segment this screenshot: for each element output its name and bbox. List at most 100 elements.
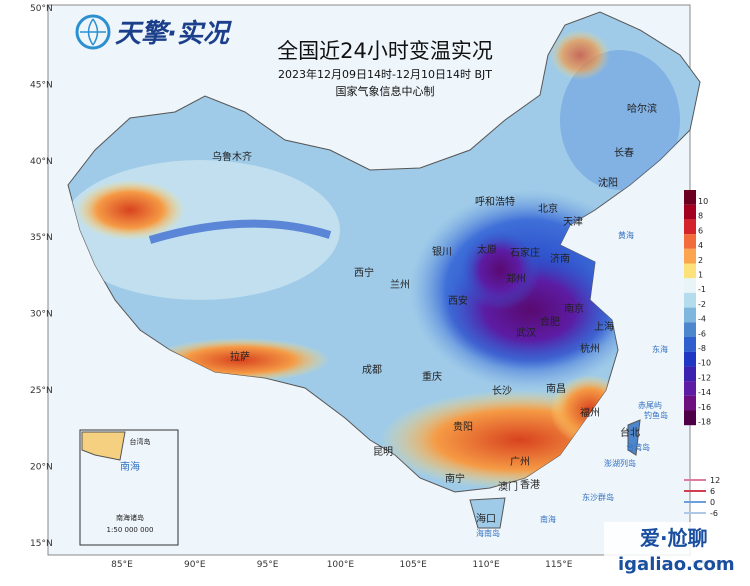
legend-swatch [684, 307, 696, 323]
inset-label: 南海 [120, 460, 140, 473]
inset-land [81, 431, 126, 461]
legend-label: -18 [698, 418, 711, 427]
place-label: 长春 [614, 147, 634, 159]
place-label: 昆明 [373, 446, 393, 458]
place-label: 赤尾屿 [638, 401, 662, 410]
watermark-brand: 爱·尬聊 [640, 526, 708, 550]
watermark-bg [604, 522, 750, 582]
place-label: 呼和浩特 [475, 196, 515, 208]
inset-label: 南海诸岛 [116, 513, 144, 522]
legend-swatch [684, 381, 696, 396]
place-label: 哈尔滨 [627, 102, 657, 115]
place-label: 南京 [564, 302, 584, 315]
place-label: 郑州 [506, 272, 526, 285]
legend-label: -8 [698, 344, 706, 353]
place-label: 杭州 [580, 342, 600, 355]
place-label: 沈阳 [598, 176, 618, 189]
place-label: 钓鱼岛 [644, 410, 668, 420]
line-legend-label: 12 [710, 476, 720, 485]
legend-label: -2 [698, 300, 706, 309]
place-label: 南宁 [445, 472, 465, 485]
place-label: 北京 [538, 202, 558, 215]
legend-label: 2 [698, 256, 703, 265]
place-label: 台北 [620, 426, 640, 439]
legend-label: -14 [698, 388, 711, 397]
place-label: 兰州 [390, 278, 410, 291]
lat-label: 30°N [30, 310, 53, 320]
lat-label: 20°N [30, 462, 53, 472]
legend-swatch [684, 322, 696, 337]
inset-label: 台湾岛 [130, 437, 151, 446]
legend-swatch [684, 351, 696, 367]
legend-swatch [684, 219, 696, 235]
place-label: 银川 [432, 245, 452, 258]
place-label: 拉萨 [230, 350, 250, 363]
line-legend-label: -6 [710, 509, 718, 518]
legend-label: -12 [698, 373, 711, 382]
line-legend-label: 6 [710, 487, 715, 496]
legend-label: 6 [698, 226, 703, 235]
lon-label: 105°E [400, 560, 428, 570]
legend-label: -10 [698, 359, 711, 368]
place-label: 长沙 [492, 385, 512, 397]
place-label: 海口 [476, 512, 496, 525]
place-label: 广州 [510, 456, 530, 468]
legend-label: 4 [698, 241, 703, 250]
logo-text: 天擎·实况 [115, 19, 233, 49]
legend-swatch [684, 366, 696, 382]
place-label: 重庆 [422, 370, 442, 383]
legend-swatch [684, 337, 696, 352]
lon-label: 100°E [327, 560, 355, 570]
lat-label: 25°N [30, 386, 53, 396]
place-label: 南昌 [546, 382, 566, 395]
place-label: 海南岛 [476, 528, 500, 538]
lon-label: 90°E [184, 560, 206, 570]
legend-swatch [684, 395, 696, 411]
legend-label: 8 [698, 212, 703, 221]
source: 国家气象信息中心制 [336, 84, 435, 98]
place-label: 黄海 [618, 230, 634, 240]
lon-label: 95°E [257, 560, 279, 570]
place-label: 上海 [594, 320, 614, 333]
legend-label: -1 [698, 285, 706, 294]
place-label: 贵阳 [453, 420, 473, 433]
place-label: 西宁 [354, 266, 374, 279]
place-label: 澎湖列岛 [604, 458, 636, 468]
place-label: 成都 [362, 364, 382, 376]
place-label: 西安 [448, 294, 468, 307]
legend-swatch [684, 292, 696, 308]
place-label: 天津 [563, 216, 583, 228]
logo [75, 14, 111, 50]
place-label: 济南 [550, 252, 570, 265]
taiwan [627, 419, 641, 456]
lat-label: 50°N [30, 4, 53, 14]
legend-label: -6 [698, 329, 706, 338]
lat-label: 35°N [30, 233, 53, 243]
legend-label: -4 [698, 315, 706, 324]
place-label: 香港 [520, 479, 540, 491]
legend-swatch [684, 278, 696, 293]
place-label: 台湾岛 [626, 442, 650, 452]
legend-swatch [684, 248, 696, 264]
place-label: 乌鲁木齐 [212, 150, 252, 163]
legend-swatch [684, 190, 696, 205]
subtitle: 2023年12月09日14时-12月10日14时 BJT [278, 67, 492, 81]
place-label: 武汉 [516, 326, 536, 339]
place-label: 东海 [652, 344, 668, 354]
lat-label: 40°N [30, 157, 53, 167]
place-label: 太原 [477, 243, 497, 256]
place-label: 石家庄 [510, 246, 540, 259]
lon-label: 110°E [472, 560, 500, 570]
lon-label: 115°E [545, 560, 573, 570]
legend-swatch [684, 263, 696, 279]
legend-label: 1 [698, 271, 703, 280]
legend-swatch [684, 410, 696, 426]
legend-swatch [684, 234, 696, 249]
place-label: 澳门 [498, 480, 518, 493]
inset-label: 1:50 000 000 [107, 526, 154, 534]
line-legend-label: 0 [710, 498, 715, 507]
lat-label: 15°N [30, 539, 53, 549]
lat-label: 45°N [30, 80, 53, 90]
title: 全国近24小时变温实况 [277, 39, 493, 63]
